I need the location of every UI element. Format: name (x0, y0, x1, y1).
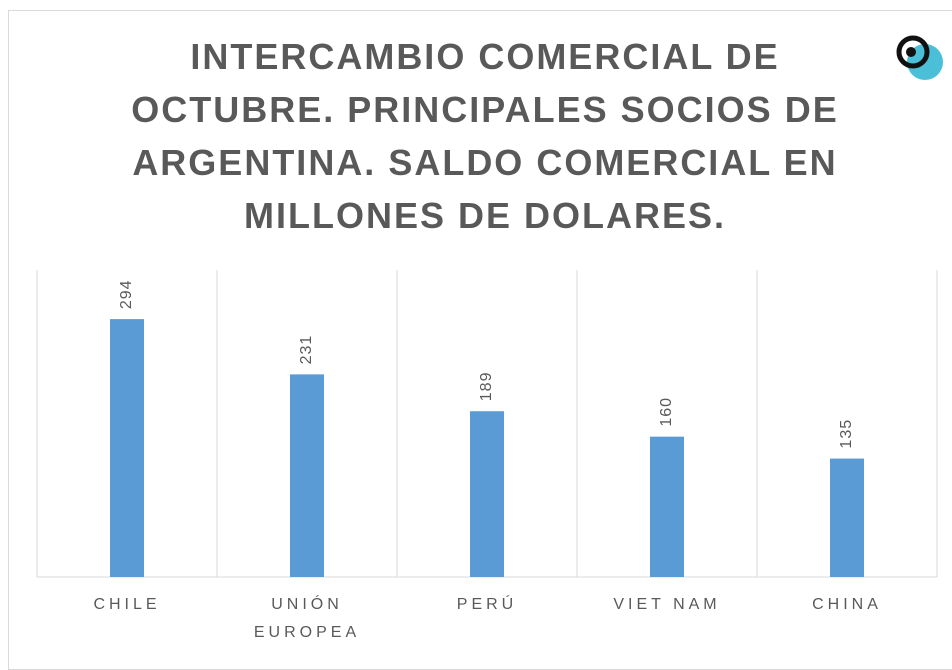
page: INTERCAMBIO COMERCIAL DE OCTUBRE. PRINCI… (8, 10, 952, 670)
data-label: 160 (658, 397, 675, 427)
chart-title: INTERCAMBIO COMERCIAL DE OCTUBRE. PRINCI… (131, 36, 839, 236)
bar (650, 436, 684, 577)
chart: 294 231 189 160 135 (36, 35, 943, 578)
x-tick-label: UNIÓN EUROPEA (253, 596, 361, 641)
x-tick-label: PERÚ (456, 596, 518, 613)
x-tick-label: CHINA (812, 596, 882, 613)
x-tick-label: VIET NAM (613, 596, 721, 613)
data-label: 294 (118, 279, 135, 309)
data-label: 231 (298, 335, 315, 365)
bar (470, 411, 504, 577)
bar (290, 374, 324, 577)
bar (110, 319, 144, 577)
data-label: 189 (478, 372, 495, 402)
data-label: 135 (838, 419, 855, 449)
logo (896, 35, 943, 80)
x-tick-label: CHILE (93, 596, 161, 613)
bar (830, 458, 864, 577)
